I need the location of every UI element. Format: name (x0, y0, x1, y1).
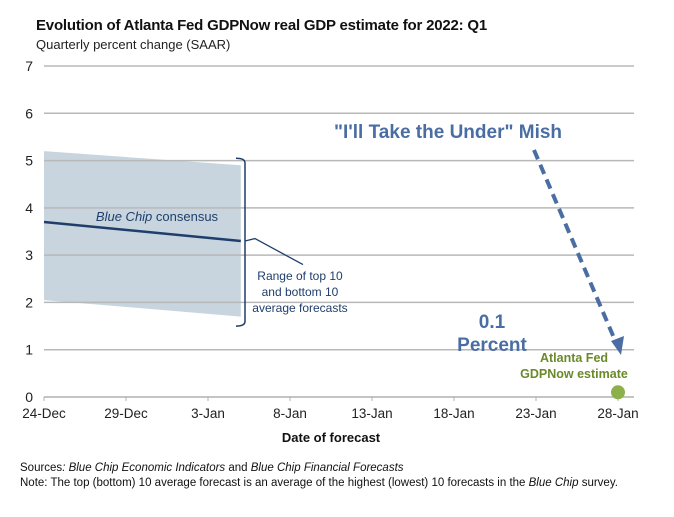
x-tick-label: 3-Jan (191, 406, 225, 421)
annotations: Blue Chip consensus Range of top 10 and bo… (96, 122, 628, 381)
note-line: Note: The top (bottom) 10 average foreca… (20, 477, 618, 489)
y-tick-label: 5 (25, 153, 33, 169)
consensus-label-rest: consensus (152, 209, 218, 224)
sources-label: Sources (20, 462, 63, 474)
sources-and: and (225, 462, 251, 474)
y-tick-label: 0 (25, 389, 33, 405)
x-axis-label: Date of forecast (282, 430, 381, 445)
mish-label: "I'll Take the Under" Mish (334, 122, 562, 143)
note-text-2: survey. (578, 477, 618, 489)
gdpnow-point (611, 385, 625, 400)
y-tick-label: 2 (25, 294, 33, 310)
range-label-line: Range of top 10 (257, 269, 343, 283)
y-tick-label: 6 (25, 105, 33, 121)
sources-item-1: Blue Chip Economic Indicators (68, 462, 226, 474)
consensus-line (43, 220, 241, 243)
consensus-label-italic: Blue Chip (96, 209, 152, 224)
percent-word: Percent (457, 335, 527, 356)
range-bracket (235, 157, 246, 327)
y-axis-labels: 0 1 2 3 4 5 6 7 (25, 58, 33, 405)
x-tick-label: 13-Jan (351, 406, 392, 421)
x-axis: 24-Dec 29-Dec 3-Jan 8-Jan 13-Jan 18-Jan 23-Jan… (22, 396, 639, 421)
x-tick-label: 29-Dec (104, 406, 148, 421)
y-tick-label: 1 (25, 342, 33, 358)
note-text-1: : The top (bottom) 10 average forecast i… (44, 477, 529, 489)
x-tick-label: 18-Jan (433, 406, 474, 421)
chart-subtitle: Quarterly percent change (SAAR) (36, 37, 231, 52)
y-tick-label: 3 (25, 247, 33, 263)
consensus-label: Blue Chip consensus (96, 209, 219, 224)
x-tick-label: 23-Jan (515, 406, 556, 421)
range-leader-line (244, 237, 304, 266)
sources-line: Sources: Blue Chip Economic Indicators a… (20, 462, 404, 474)
x-tick-label: 28-Jan (597, 406, 638, 421)
y-tick-label: 7 (25, 58, 33, 74)
mish-arrow-shaft (532, 149, 619, 346)
y-tick-label: 4 (25, 200, 33, 216)
gdpnow-label-line: GDPNow estimate (520, 367, 628, 381)
x-tick-label: 24-Dec (22, 406, 66, 421)
range-band (44, 151, 241, 317)
note-italic: Blue Chip (528, 477, 579, 489)
gridlines (44, 65, 634, 351)
chart-title: Evolution of Atlanta Fed GDPNow real GDP… (36, 17, 488, 34)
range-label-line: and bottom 10 (262, 285, 339, 299)
series-lines (43, 220, 625, 400)
percent-value: 0.1 (479, 312, 506, 333)
mish-arrow-head (611, 336, 624, 355)
note-label: Note (20, 477, 45, 489)
sources-item-2: Blue Chip Financial Forecasts (250, 462, 404, 474)
sources-sep: : (62, 462, 69, 474)
x-tick-label: 8-Jan (273, 406, 307, 421)
range-label-line: average forecasts (252, 301, 347, 315)
range-band-layer (44, 151, 241, 317)
gdpnow-label-line: Atlanta Fed (540, 351, 608, 365)
